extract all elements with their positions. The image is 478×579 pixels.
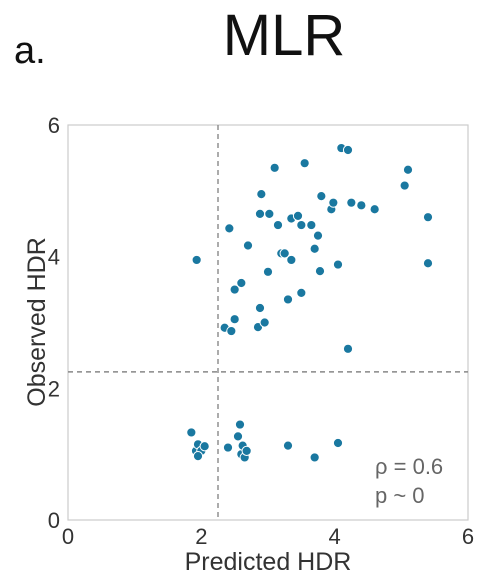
data-point xyxy=(259,317,270,328)
data-point xyxy=(226,325,237,337)
data-point xyxy=(254,208,266,219)
data-point xyxy=(241,445,252,456)
data-point xyxy=(229,314,240,325)
data-point xyxy=(262,266,274,277)
data-point xyxy=(254,302,266,314)
data-point xyxy=(316,191,327,202)
data-point xyxy=(272,219,284,231)
data-point xyxy=(229,284,240,295)
data-point xyxy=(342,343,354,354)
data-point xyxy=(279,248,290,259)
chart-title: MLR xyxy=(222,3,346,68)
data-point xyxy=(269,162,280,173)
data-point xyxy=(282,294,294,305)
x-tick-label: 4 xyxy=(329,524,341,549)
data-point xyxy=(199,441,210,452)
panel-label: a. xyxy=(14,30,46,72)
data-point xyxy=(296,219,307,231)
data-point xyxy=(422,212,434,223)
data-point xyxy=(286,254,297,266)
data-point xyxy=(402,164,414,175)
data-point xyxy=(369,204,380,215)
y-tick-label: 2 xyxy=(48,376,60,401)
data-point xyxy=(242,240,254,251)
data-point xyxy=(332,437,344,449)
data-point xyxy=(256,189,267,200)
y-axis-label: Observed HDR xyxy=(23,237,51,407)
data-point xyxy=(232,431,244,442)
data-point xyxy=(314,266,326,277)
x-axis-label: Predicted HDR xyxy=(185,548,352,576)
x-tick-label: 2 xyxy=(195,524,207,549)
data-point xyxy=(292,210,304,221)
p-annotation: p ~ 0 xyxy=(375,483,425,508)
data-point xyxy=(342,144,354,156)
y-tick-label: 4 xyxy=(48,245,60,270)
data-point xyxy=(186,427,197,438)
data-point xyxy=(282,440,294,451)
data-point xyxy=(191,254,202,266)
data-point xyxy=(224,223,235,234)
data-point xyxy=(328,197,339,208)
data-point xyxy=(346,197,357,208)
x-tick-label: 6 xyxy=(462,524,474,549)
data-point xyxy=(222,442,234,453)
data-point xyxy=(299,158,310,169)
data-point xyxy=(332,259,344,270)
data-point xyxy=(312,230,324,241)
data-point xyxy=(264,208,275,219)
data-point xyxy=(192,451,204,462)
y-tick-label: 0 xyxy=(48,508,60,533)
data-point xyxy=(309,452,320,463)
data-point xyxy=(356,200,367,211)
y-tick-label: 6 xyxy=(48,113,60,138)
data-point xyxy=(309,243,320,254)
data-point xyxy=(422,258,434,269)
rho-annotation: ρ = 0.6 xyxy=(375,454,443,479)
data-point xyxy=(236,277,247,289)
data-point xyxy=(296,287,307,298)
data-point xyxy=(234,419,246,430)
data-point xyxy=(399,180,410,191)
x-tick-label: 0 xyxy=(62,524,74,549)
data-point xyxy=(306,219,317,231)
